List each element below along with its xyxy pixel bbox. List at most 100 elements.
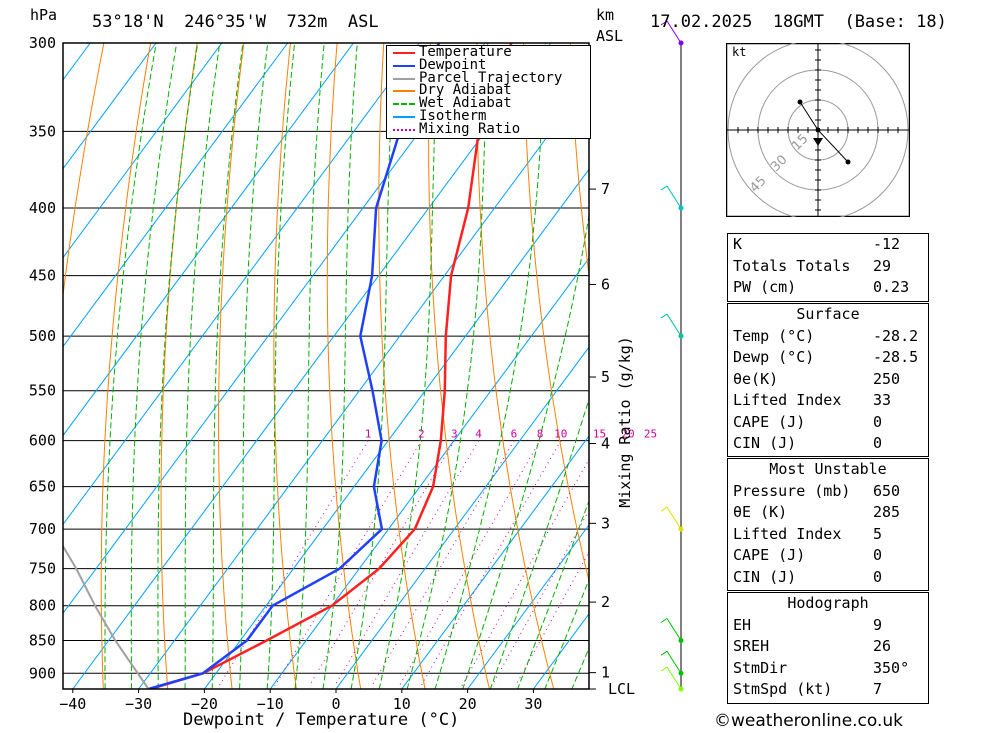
wind-barb-icon (666, 666, 682, 690)
table-row: CAPE (J) 0 (733, 546, 883, 564)
temperature-series-line (150, 43, 513, 689)
isotherm-line (63, 43, 289, 348)
dry-adiabat-line (378, 43, 426, 689)
table-row: θe(K) 250 (733, 369, 901, 388)
wind-barb-flag (660, 666, 668, 672)
legend-swatch (393, 103, 415, 106)
legend-label: Isotherm (419, 107, 487, 124)
mixing-ratio-line (308, 440, 455, 687)
wet-adiabat-line (211, 43, 244, 689)
most-unstable-table: Most Unstable Pressure (mb) 650 θE (K) 285… (727, 458, 929, 591)
pressure-tick-label: 650 (29, 478, 56, 496)
km-tick-label: LCL (608, 680, 635, 698)
isotherm-line (63, 43, 157, 170)
isotherm-line (0, 43, 24, 689)
table-row: Lifted Index 5 (733, 524, 883, 543)
legend-item: Dewpoint (387, 56, 590, 73)
table-row: PW (cm) 0.23 (733, 278, 910, 296)
isotherm-line (138, 79, 589, 689)
table-row: Lifted Index 33 (733, 391, 892, 409)
wind-barb-flag (660, 20, 668, 26)
wind-barb-flag (660, 313, 668, 319)
wind-barb-icon (666, 506, 682, 530)
legend-swatch (393, 90, 415, 93)
hpa-unit-label: hPa (30, 6, 58, 24)
hodograph-point (845, 159, 851, 165)
pressure-tick-label: 800 (29, 597, 56, 615)
legend-item: Mixing Ratio (387, 120, 590, 137)
wet-adiabat-line (239, 43, 269, 689)
x-tick-label: −40 (59, 695, 86, 713)
dry-adiabat-line (990, 43, 1000, 689)
chart-legend: Temperature Dewpoint Parcel Trajectory Dry … (386, 45, 591, 139)
wet-adiabat-line (406, 43, 489, 689)
copyright-link[interactable]: ©weatheronline.co.uk (714, 711, 904, 731)
mixing-ratio-line (398, 440, 541, 687)
wind-barb-flag (660, 506, 668, 512)
mixing-ratio-label: 25 (644, 428, 657, 441)
chart-axes: −40 −30 −20 −10 0 10 20 30 300 350 400 450 500 550 600… (29, 34, 657, 713)
wind-barb-flag (660, 618, 668, 623)
table-row: Totals Totals 29 (733, 256, 892, 275)
pressure-tick-label: 700 (29, 520, 56, 538)
dry-adiabat-line (100, 43, 152, 689)
mixing-ratio-label: 8 (537, 428, 544, 441)
table-row: SREH 26 (733, 637, 892, 655)
km-unit-label: km (596, 6, 615, 24)
legend-label: Dewpoint (419, 56, 487, 73)
legend-label: Dry Adiabat (419, 82, 512, 99)
isotherm-line (72, 43, 552, 689)
asl-unit-label: ASL (596, 27, 624, 45)
wind-profile (660, 20, 684, 692)
chart-series (63, 43, 513, 689)
table-row: K -12 (733, 235, 901, 253)
isotherm-line (63, 43, 486, 615)
mixing-ratio-line (461, 458, 589, 687)
dry-adiabat-line (160, 43, 198, 689)
hodograph-table-title: Hodograph (787, 594, 869, 612)
pressure-tick-label: 850 (29, 631, 56, 649)
dry-adiabat-line (943, 43, 1000, 689)
table-row: StmSpd (kt) 7 (733, 680, 883, 698)
legend-label: Parcel Trajectory (419, 69, 563, 86)
wet-adiabat-line (517, 499, 589, 689)
hodograph-table: Hodograph EH 9 SREH 26 StmDir 350° StmSpd (… (727, 592, 929, 704)
legend-item: Isotherm (387, 107, 590, 124)
isotherm-line (467, 524, 589, 689)
wet-adiabat-line (544, 578, 589, 689)
mixing-ratio-label: 2 (418, 428, 425, 441)
mixing-ratio-line (274, 440, 422, 687)
legend-label: Mixing Ratio (419, 120, 521, 137)
wet-adiabat-line (266, 43, 296, 689)
table-row: θE (K) 285 (733, 503, 901, 521)
x-tick-label: 10 (393, 695, 411, 713)
mixing-ratio-label: 10 (554, 428, 567, 441)
surface-table: Surface Temp (°C) -28.2 Dewp (°C) -28.5 θe… (727, 303, 929, 457)
wet-adiabat-line (322, 43, 358, 689)
storm-motion-arrow-icon (813, 138, 823, 146)
legend-swatch (393, 52, 415, 54)
pressure-tick-label: 450 (29, 267, 56, 285)
dry-adiabat-line (569, 43, 589, 279)
mixing-ratio-label: 20 (621, 428, 634, 441)
dry-adiabat-line (326, 43, 362, 689)
datetime-title: 17.02.2025 18GMT (Base: 18) (650, 12, 947, 32)
table-row: CAPE (J) 0 (733, 412, 883, 431)
surface-title: Surface (796, 305, 860, 323)
chart-grid (0, 43, 1000, 689)
table-row: Dewp (°C) -28.5 (733, 348, 919, 366)
km-tick-label: 1 (601, 664, 610, 682)
isotherm-line (63, 43, 354, 437)
table-row: CIN (J) 0 (733, 434, 883, 452)
hodograph-point (797, 99, 803, 105)
wind-barb-icon (666, 185, 682, 209)
mixing-ratio-line (515, 550, 589, 687)
wet-adiabat-line (489, 397, 589, 689)
wind-barb-icon (666, 618, 682, 641)
isotherm-line (63, 43, 223, 259)
indices-table: K -12 Totals Totals 29 PW (cm) 0.23 (727, 233, 929, 302)
table-row: EH 9 (733, 615, 883, 634)
km-tick-label: 6 (601, 275, 610, 293)
legend-swatch (393, 115, 415, 118)
legend-label: Wet Adiabat (419, 95, 512, 112)
